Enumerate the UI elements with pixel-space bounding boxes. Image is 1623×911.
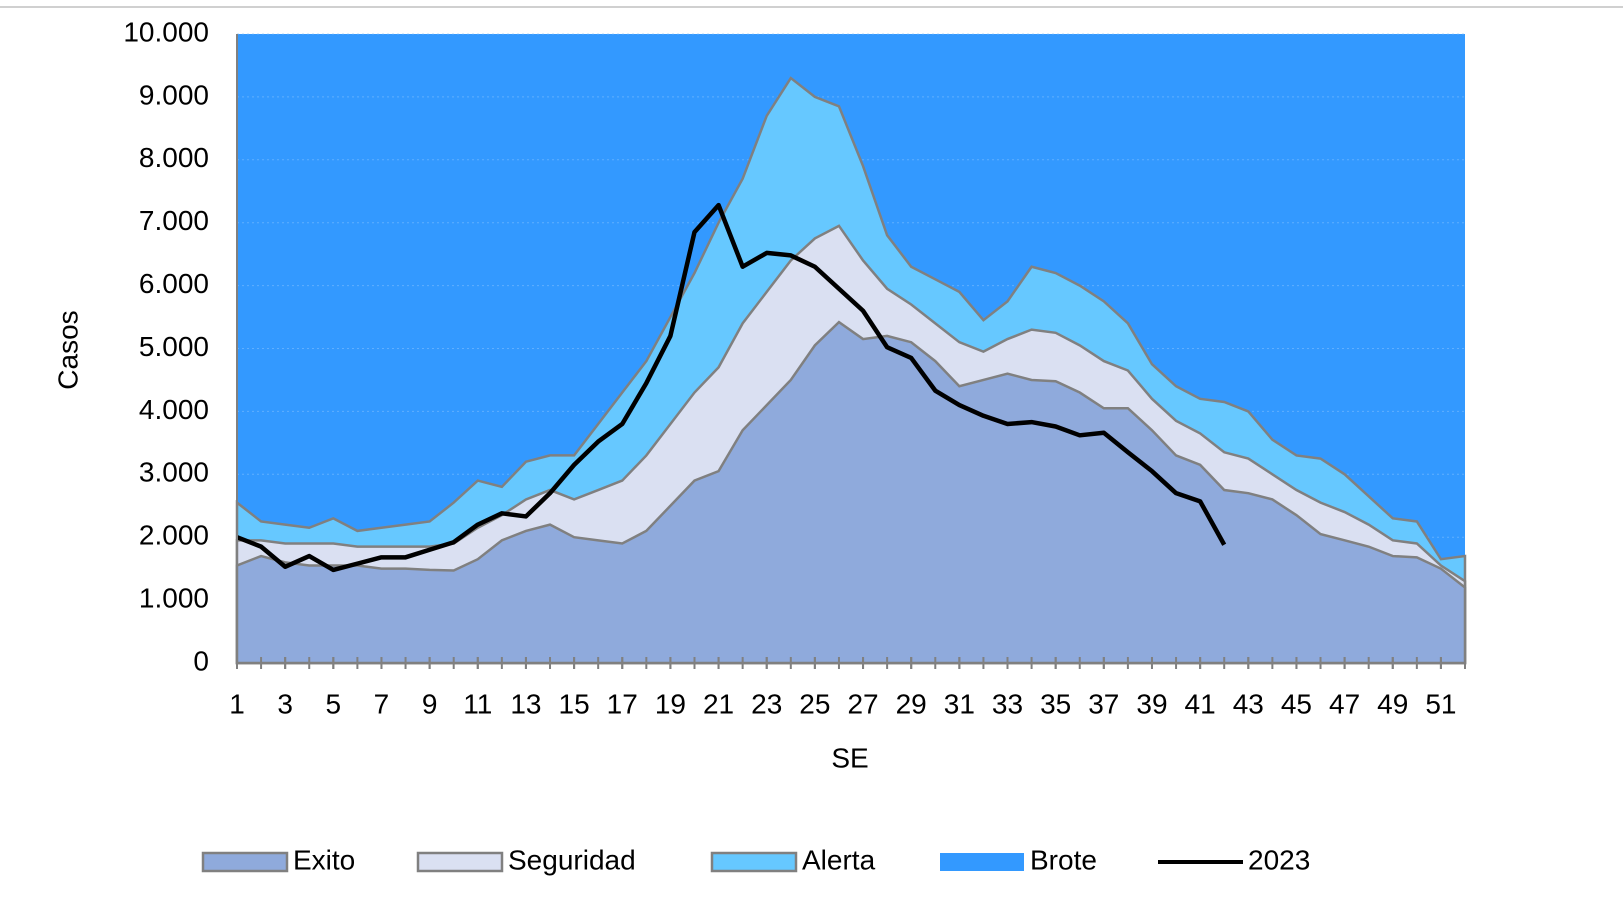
x-tick-label: 51: [1425, 688, 1456, 719]
legend-swatch: [201, 851, 289, 873]
x-tick-label: 37: [1088, 688, 1119, 719]
x-tick-label: 39: [1136, 688, 1167, 719]
x-tick-label: 17: [607, 688, 638, 719]
legend-swatch: [416, 851, 504, 873]
x-tick-label: 29: [896, 688, 927, 719]
x-tick-label: 47: [1329, 688, 1360, 719]
y-tick-label: 3.000: [139, 457, 209, 488]
legend-label: Brote: [1030, 844, 1097, 875]
y-tick-label: 7.000: [139, 205, 209, 236]
legend-label: Exito: [293, 844, 355, 875]
x-tick-label: 13: [510, 688, 541, 719]
y-axis-label: Casos: [52, 310, 83, 389]
x-tick-label: 19: [655, 688, 686, 719]
x-tick-label: 1: [229, 688, 245, 719]
y-tick-label: 6.000: [139, 268, 209, 299]
x-axis-label: SE: [831, 742, 868, 773]
y-tick-label: 2.000: [139, 520, 209, 551]
area: [235, 320, 1467, 665]
legend-label: Seguridad: [508, 844, 636, 875]
x-tick-label: 11: [463, 688, 492, 719]
x-tick-label: 33: [992, 688, 1023, 719]
y-tick-label: 8.000: [139, 142, 209, 173]
legend-swatch: [940, 853, 1024, 871]
y-tick-label: 0: [193, 645, 209, 676]
x-tick-label: 9: [422, 688, 438, 719]
x-tick-label: 5: [326, 688, 342, 719]
x-tick-label: 27: [847, 688, 878, 719]
legend-swatch: [710, 851, 798, 873]
y-tick-label: 10.000: [123, 16, 209, 47]
x-tick-label: 7: [374, 688, 390, 719]
x-tick-label: 15: [559, 688, 590, 719]
y-tick-label: 5.000: [139, 331, 209, 362]
x-tick-label: 35: [1040, 688, 1071, 719]
y-tick-label: 9.000: [139, 79, 209, 110]
x-tick-label: 49: [1377, 688, 1408, 719]
x-tick-label: 43: [1233, 688, 1264, 719]
x-tick-label: 45: [1281, 688, 1312, 719]
x-tick-label: 23: [751, 688, 782, 719]
x-tick-label: 25: [799, 688, 830, 719]
y-tick-label: 1.000: [139, 582, 209, 613]
x-tick-label: 31: [944, 688, 975, 719]
legend-label: 2023: [1248, 844, 1310, 875]
line: [236, 202, 1227, 573]
x-tick-label: 41: [1185, 688, 1216, 719]
legend-label: Alerta: [802, 844, 876, 875]
x-tick-label: 21: [703, 688, 734, 719]
y-tick-label: 4.000: [139, 394, 209, 425]
x-tick-label: 3: [277, 688, 293, 719]
